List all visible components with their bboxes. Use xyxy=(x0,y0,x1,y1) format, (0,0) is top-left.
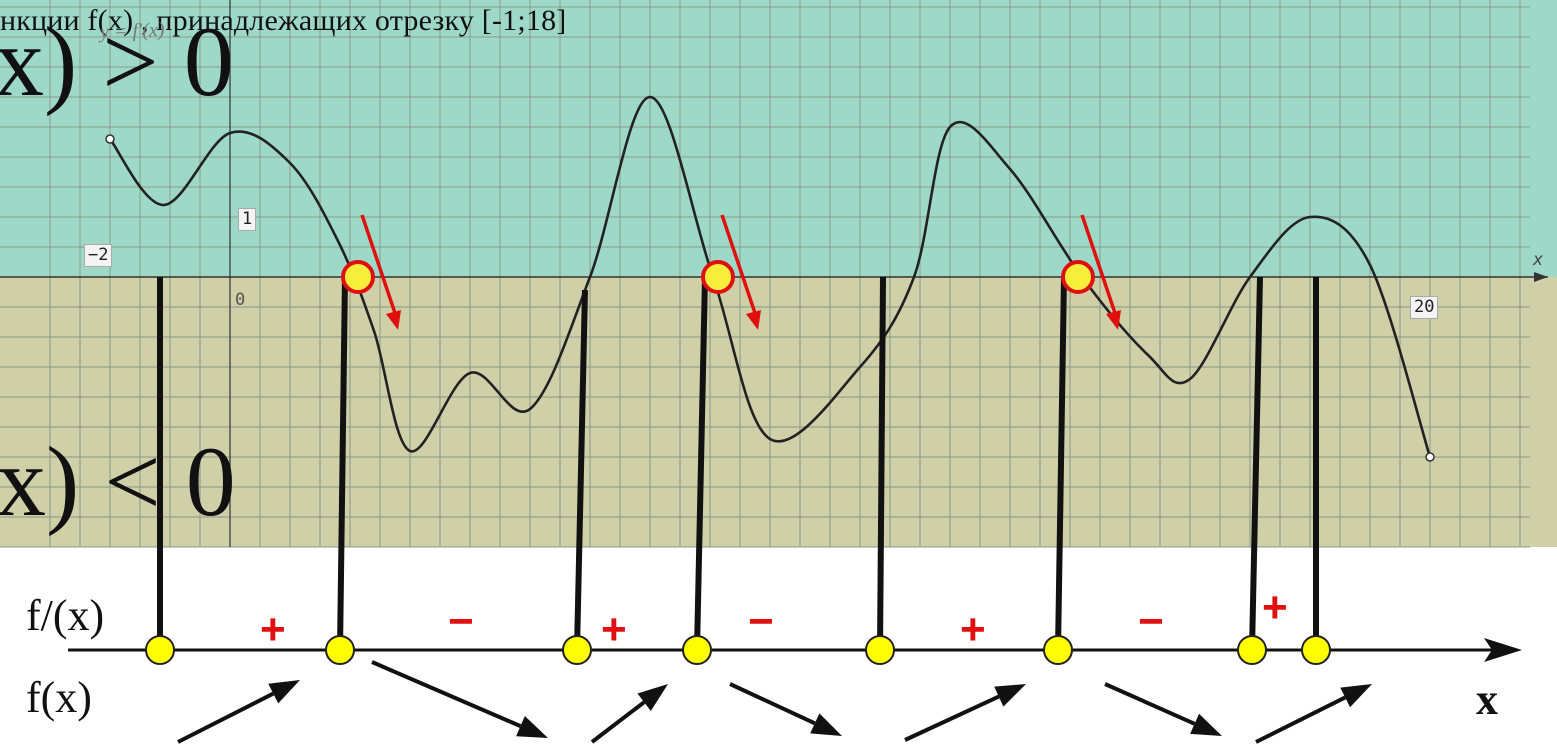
critical-point xyxy=(1301,635,1331,665)
sign-interval-7: + xyxy=(1262,583,1288,632)
critical-point xyxy=(1237,635,1267,665)
increase-arrowhead xyxy=(268,680,300,704)
critical-points xyxy=(145,635,1331,665)
derivative-row-label: f/(x) xyxy=(26,590,104,641)
sign-interval-1: + xyxy=(260,605,286,654)
critical-point xyxy=(562,635,592,665)
critical-point-line xyxy=(877,276,886,651)
decrease-arrowhead xyxy=(516,716,548,738)
increase-arrow xyxy=(590,700,646,744)
decrease-arrow xyxy=(1104,682,1196,726)
sign-interval-6: − xyxy=(1138,597,1164,646)
critical-point xyxy=(325,635,355,665)
critical-point-line xyxy=(574,289,588,651)
number-line-x-label: x xyxy=(1476,675,1498,724)
graph-axes xyxy=(0,0,1548,547)
x-axis-label: x xyxy=(1533,250,1544,270)
critical-point xyxy=(1043,635,1073,665)
decrease-arrow xyxy=(360,214,400,323)
curve-endpoints xyxy=(105,134,1435,462)
decrease-arrowhead xyxy=(386,310,401,330)
decrease-arrow xyxy=(729,682,816,726)
curve-endpoint xyxy=(1425,452,1435,462)
tick-label-minus-two: −2 xyxy=(84,244,113,267)
derivative-row-text: f/(x) xyxy=(26,591,105,640)
tick-label-one: 1 xyxy=(238,208,257,231)
root-marker xyxy=(341,260,375,294)
decrease-arrowhead xyxy=(1106,310,1121,330)
curve-endpoint xyxy=(105,134,115,144)
x-axis-arrowhead xyxy=(1534,272,1548,282)
sign-interval-2: − xyxy=(448,597,474,646)
condition-negative: x) < 0 xyxy=(0,426,236,537)
increase-arrow xyxy=(904,694,1000,742)
increase-arrowhead xyxy=(994,684,1026,707)
number-line-arrowhead xyxy=(1484,638,1522,662)
root-marker xyxy=(701,260,735,294)
critical-point-lines xyxy=(157,276,1319,651)
monotonicity-arrows xyxy=(177,660,1372,744)
decrease-arrow xyxy=(1080,214,1120,323)
critical-point-line xyxy=(1055,276,1067,651)
tick-label-origin: 0 xyxy=(235,290,246,310)
decrease-arrowhead xyxy=(1190,713,1222,736)
root-marker xyxy=(1061,260,1095,294)
increase-arrow xyxy=(1255,695,1347,744)
condition-positive: x) > 0 xyxy=(0,6,234,117)
critical-point xyxy=(145,635,175,665)
slide-title: нкции f(x) , принадлежащих отрезку [-1;1… xyxy=(0,4,567,37)
critical-point-line xyxy=(694,276,708,651)
decrease-arrow xyxy=(720,214,760,323)
function-row-label: f(x) xyxy=(26,673,92,722)
decrease-arrows xyxy=(360,214,1121,330)
root-markers xyxy=(341,260,1095,294)
critical-point-line xyxy=(337,276,348,651)
critical-point xyxy=(865,635,895,665)
critical-point-line xyxy=(1249,276,1263,651)
tick-label-twenty: 20 xyxy=(1410,296,1439,319)
increase-arrowhead xyxy=(637,684,668,711)
sign-interval-3: + xyxy=(601,605,627,654)
sign-interval-5: + xyxy=(960,605,986,654)
critical-point xyxy=(682,635,712,665)
increase-arrow xyxy=(177,691,275,744)
sign-interval-4: − xyxy=(748,597,774,646)
decrease-arrowhead xyxy=(810,713,842,736)
increase-arrowhead xyxy=(1340,684,1372,708)
decrease-arrow xyxy=(371,660,522,728)
decrease-arrowhead xyxy=(746,310,761,330)
